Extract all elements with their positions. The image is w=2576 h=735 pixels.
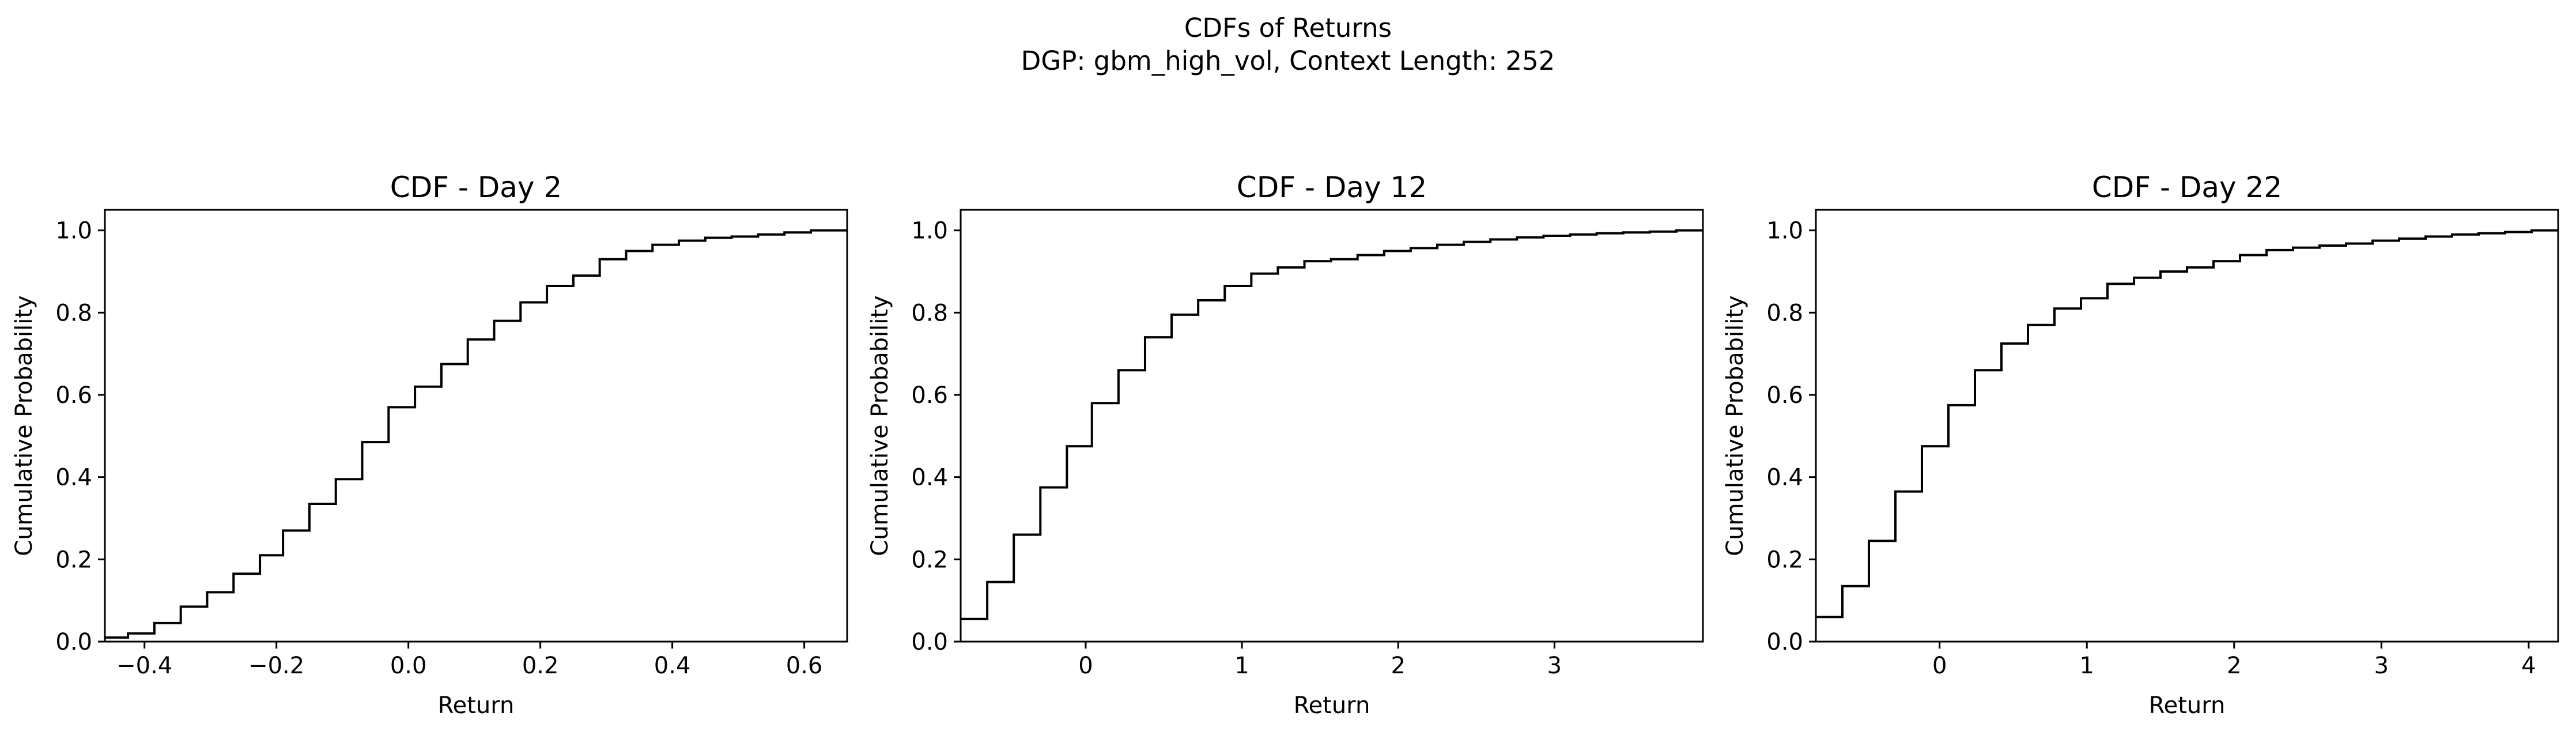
x-tick-label: 3 [1547,653,1562,679]
subplot-title: CDF - Day 12 [1237,171,1427,204]
x-tick-label: −0.4 [116,653,172,679]
x-tick-label: 0 [1932,653,1947,679]
y-tick-label: 1.0 [911,218,948,244]
subplot-1: CDF - Day 2 −0.4 −0.2 0.0 0.2 0.4 0.6 0.0 0.2 0.4… [11,171,848,719]
y-tick-label: 0.8 [1766,300,1803,326]
x-tick-label: 0 [1078,653,1093,679]
y-axis-label: Cumulative Probability [11,295,37,556]
x-tick-label: 0.4 [654,653,691,679]
x-tick-label: 1 [1234,653,1249,679]
x-tick-label: −0.2 [248,653,304,679]
y-tick-label: 0.6 [911,382,948,409]
y-tick-label: 0.4 [911,465,948,491]
x-axis-label: Return [2149,692,2226,719]
x-tick-label: 0.2 [522,653,559,679]
x-axis-label: Return [438,692,515,719]
x-tick-label: 0.0 [390,653,427,679]
y-tick-label: 0.8 [55,300,92,326]
y-axis-label: Cumulative Probability [867,295,893,556]
x-tick-label: 1 [2079,653,2094,679]
subplot-2: CDF - Day 12 0 1 2 3 0.0 0.2 0.4 0.6 0.8 1.0 Return… [867,171,1704,719]
y-tick-label: 1.0 [55,218,92,244]
x-tick-label: 0.6 [786,653,823,679]
x-tick-label: 4 [2521,653,2536,679]
plot-frame [104,209,848,643]
x-axis-label: Return [1294,692,1370,719]
subplot-title: CDF - Day 2 [390,171,562,204]
y-tick-label: 0.0 [55,629,92,655]
x-tick-label: 3 [2374,653,2389,679]
plot-frame [1815,209,2559,643]
y-tick-label: 0.0 [1766,629,1803,655]
plot-frame [960,209,1704,643]
y-tick-label: 0.2 [911,546,948,573]
x-tick-label: 2 [1391,653,1406,679]
y-axis-label: Cumulative Probability [1722,295,1748,556]
cdf-series-line [961,229,1703,620]
x-tick-label: 2 [2227,653,2241,679]
y-tick-label: 0.6 [1766,382,1803,409]
y-tick-label: 1.0 [1766,218,1803,244]
y-tick-label: 0.2 [1766,546,1803,573]
subplot-3: CDF - Day 22 0 1 2 3 4 0.0 0.2 0.4 0.6 0.8 1.0 Retur… [1722,171,2559,719]
figure-suptitle-line-2: DGP: gbm_high_vol, Context Length: 252 [1021,46,1555,76]
y-tick-label: 0.0 [911,629,948,655]
y-tick-label: 0.8 [911,300,948,326]
figure-suptitle-line-1: CDFs of Returns [1184,13,1392,43]
y-tick-label: 0.6 [55,382,92,409]
cdf-series-line [1816,229,2558,619]
y-tick-label: 0.2 [55,546,92,573]
subplot-title: CDF - Day 22 [2092,171,2282,204]
y-tick-label: 0.4 [55,465,92,491]
subplot-panels: CDF - Day 2 −0.4 −0.2 0.0 0.2 0.4 0.6 0.0 0.2 0.4… [11,171,2559,719]
y-tick-label: 0.4 [1766,465,1803,491]
cdf-series-line [105,229,847,639]
